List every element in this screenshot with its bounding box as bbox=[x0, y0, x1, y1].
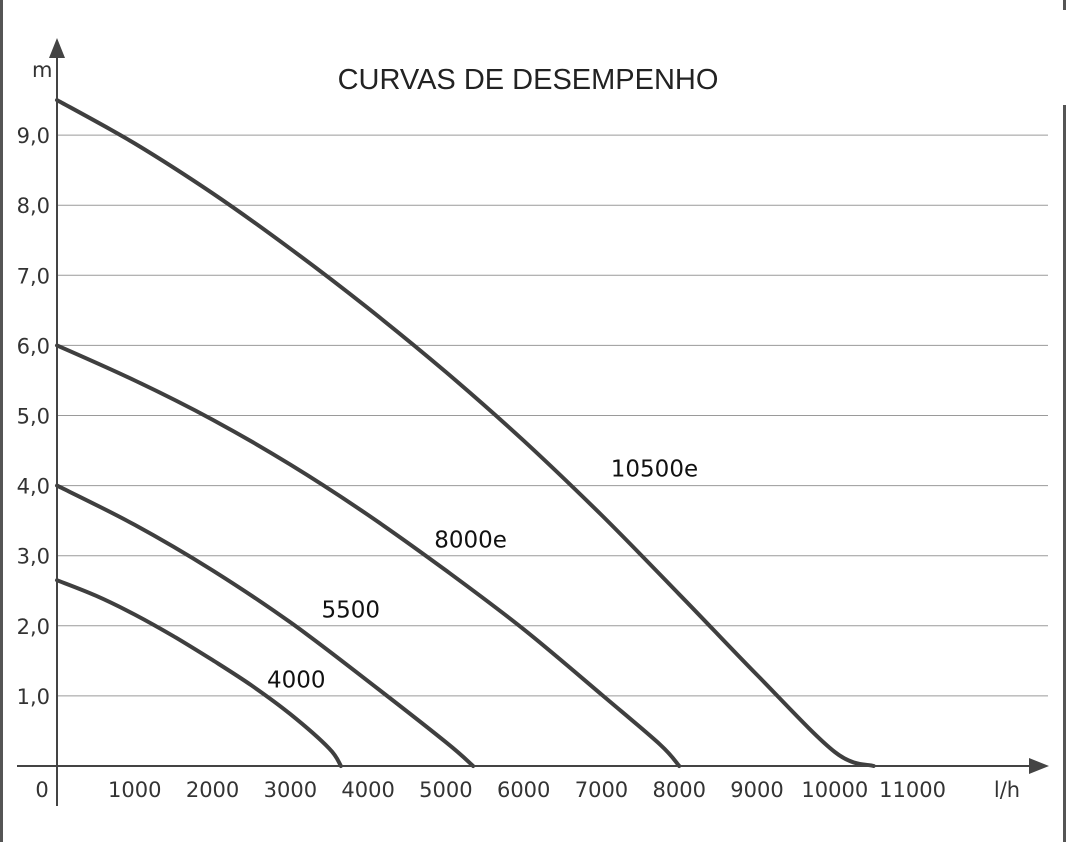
x-tick-label: 9000 bbox=[730, 778, 783, 802]
y-tick-label: 2,0 bbox=[17, 615, 50, 639]
y-axis-arrow-icon bbox=[49, 38, 65, 58]
chart-title: CURVAS DE DESEMPENHO bbox=[338, 64, 719, 96]
x-tick-label: 6000 bbox=[497, 778, 550, 802]
x-tick-label: 5000 bbox=[419, 778, 472, 802]
frame-right-border-top bbox=[1063, 0, 1066, 10]
curve-8000e bbox=[55, 343, 682, 768]
curve-10500e bbox=[55, 98, 876, 768]
y-tick-label: 9,0 bbox=[17, 124, 50, 148]
series-labels: 4000 5500 8000e 10500e bbox=[267, 456, 698, 693]
series-label-5500: 5500 bbox=[321, 597, 380, 623]
frame-left-border bbox=[0, 0, 3, 842]
curve-4000 bbox=[55, 578, 343, 768]
x-tick-label: 2000 bbox=[186, 778, 239, 802]
curve-5500 bbox=[55, 483, 476, 768]
x-axis-arrow-icon bbox=[1029, 758, 1049, 774]
tick-labels: 1,0 2,0 3,0 4,0 5,0 6,0 7,0 8,0 9,0 1000 2000 3000 4… bbox=[17, 124, 946, 802]
y-tick-label: 8,0 bbox=[17, 194, 50, 218]
x-tick-label: 8000 bbox=[653, 778, 706, 802]
y-tick-label: 6,0 bbox=[17, 334, 50, 358]
x-tick-label: 7000 bbox=[575, 778, 628, 802]
axes bbox=[17, 38, 1049, 806]
grid-lines bbox=[57, 134, 1048, 697]
x-tick-label: 3000 bbox=[264, 778, 317, 802]
y-axis-unit-label: m bbox=[32, 58, 52, 82]
series-label-4000: 4000 bbox=[267, 667, 326, 693]
origin-label: 0 bbox=[35, 778, 48, 802]
y-tick-label: 3,0 bbox=[17, 545, 50, 569]
frame-right-border bbox=[1063, 105, 1066, 842]
x-tick-label: 11000 bbox=[879, 778, 946, 802]
series-label-8000e: 8000e bbox=[434, 527, 507, 553]
y-tick-label: 1,0 bbox=[17, 685, 50, 709]
x-axis-unit-label: l/h bbox=[994, 778, 1020, 802]
y-tick-label: 4,0 bbox=[17, 475, 50, 499]
y-tick-label: 7,0 bbox=[17, 264, 50, 288]
y-tick-label: 5,0 bbox=[17, 405, 50, 429]
x-tick-label: 10000 bbox=[801, 778, 868, 802]
x-tick-label: 4000 bbox=[341, 778, 394, 802]
series-label-10500e: 10500e bbox=[611, 456, 698, 482]
curves bbox=[55, 98, 876, 768]
x-tick-label: 1000 bbox=[108, 778, 161, 802]
